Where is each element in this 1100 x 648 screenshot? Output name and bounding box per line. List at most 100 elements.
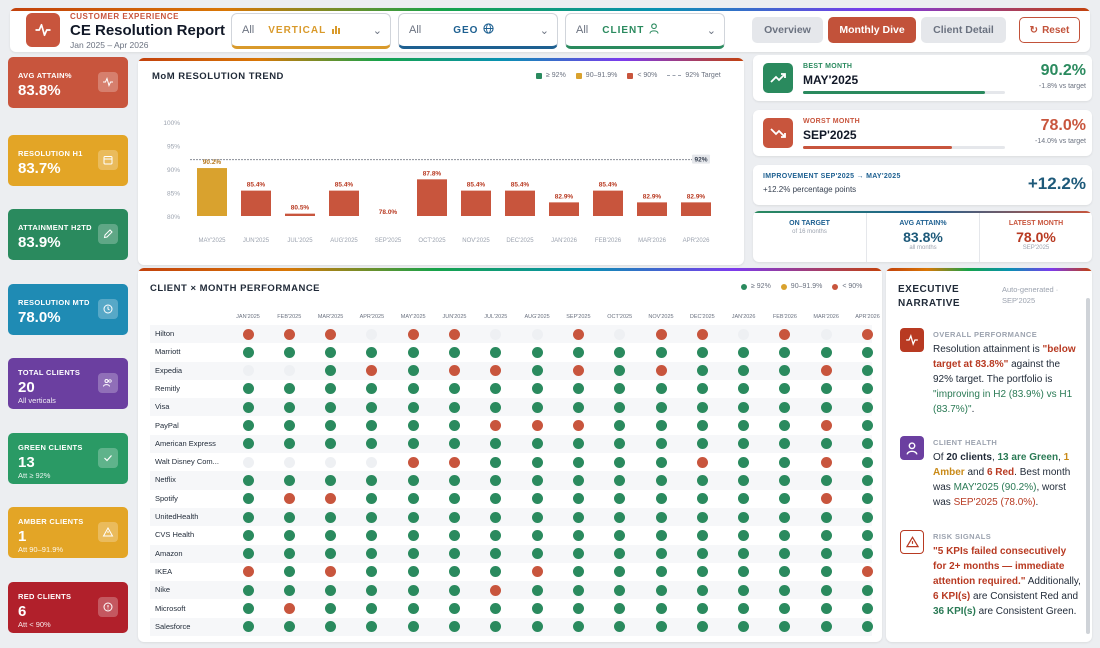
matrix-cell-dot[interactable] [490,456,502,468]
tab-monthly-dive[interactable]: Monthly Dive [828,17,916,43]
matrix-cell-dot[interactable] [490,401,502,413]
matrix-cell-dot[interactable] [572,365,584,377]
matrix-cell-dot[interactable] [779,365,791,377]
matrix-cell-dot[interactable] [655,401,667,413]
kpi-card-attainment-h2td[interactable]: ATTAINMENT H2TD 83.9% [8,209,128,260]
matrix-cell-dot[interactable] [490,365,502,377]
matrix-cell-dot[interactable] [572,493,584,505]
matrix-cell-dot[interactable] [366,511,378,523]
matrix-cell-dot[interactable] [738,566,750,578]
matrix-cell-dot[interactable] [531,548,543,560]
matrix-cell-dot[interactable] [242,401,254,413]
matrix-cell-dot[interactable] [449,383,460,395]
matrix-cell-dot[interactable] [283,365,295,377]
matrix-cell-dot[interactable] [738,493,750,505]
matrix-cell-dot[interactable] [531,401,543,413]
matrix-cell-dot[interactable] [572,603,584,614]
matrix-cell-dot[interactable] [366,584,378,596]
matrix-cell-dot[interactable] [407,328,419,340]
matrix-cell-dot[interactable] [531,529,543,541]
matrix-cell-dot[interactable] [614,511,626,523]
matrix-cell-dot[interactable] [738,456,750,468]
matrix-cell-dot[interactable] [820,566,832,578]
matrix-cell-dot[interactable] [779,346,791,358]
matrix-cell-dot[interactable] [490,346,502,358]
matrix-cell-dot[interactable] [325,474,337,486]
matrix-cell-dot[interactable] [696,621,708,633]
matrix-cell-dot[interactable] [779,548,791,560]
matrix-cell-dot[interactable] [738,383,750,395]
matrix-cell-dot[interactable] [407,401,419,413]
matrix-cell-dot[interactable] [738,548,750,560]
matrix-cell-dot[interactable] [242,346,254,358]
matrix-cell-dot[interactable] [325,566,337,578]
matrix-cell-dot[interactable] [531,346,543,358]
matrix-cell-dot[interactable] [614,365,626,377]
matrix-cell-dot[interactable] [366,548,378,560]
matrix-cell-dot[interactable] [407,584,419,596]
matrix-cell-dot[interactable] [407,420,419,431]
matrix-cell-dot[interactable] [779,474,791,486]
matrix-cell-dot[interactable] [449,584,460,596]
matrix-cell-dot[interactable] [779,584,791,596]
matrix-cell-dot[interactable] [366,328,378,340]
matrix-cell-dot[interactable] [366,383,378,395]
matrix-cell-dot[interactable] [325,365,337,377]
matrix-cell-dot[interactable] [283,621,295,633]
matrix-cell-dot[interactable] [242,365,254,377]
matrix-cell-dot[interactable] [449,474,460,486]
matrix-cell-dot[interactable] [283,529,295,541]
matrix-client-name[interactable]: Hilton [155,329,175,338]
matrix-cell-dot[interactable] [738,438,750,450]
matrix-cell-dot[interactable] [531,420,543,431]
matrix-cell-dot[interactable] [655,584,667,596]
matrix-cell-dot[interactable] [655,621,667,633]
matrix-cell-dot[interactable] [738,365,750,377]
matrix-cell-dot[interactable] [696,603,708,614]
matrix-cell-dot[interactable] [655,529,667,541]
matrix-client-name[interactable]: Expedia [155,365,183,375]
matrix-cell-dot[interactable] [242,328,254,340]
matrix-cell-dot[interactable] [655,420,667,431]
matrix-client-name[interactable]: Microsoft [155,603,186,613]
matrix-cell-dot[interactable] [655,346,667,358]
matrix-cell-dot[interactable] [696,548,708,560]
matrix-cell-dot[interactable] [490,511,502,523]
matrix-cell-dot[interactable] [490,493,502,505]
matrix-cell-dot[interactable] [655,511,667,523]
matrix-cell-dot[interactable] [531,621,543,633]
matrix-cell-dot[interactable] [862,584,873,596]
matrix-client-name[interactable]: Marriott [155,347,181,357]
matrix-cell-dot[interactable] [614,456,626,468]
matrix-cell-dot[interactable] [779,420,791,431]
matrix-cell-dot[interactable] [862,529,873,541]
matrix-client-name[interactable]: UnitedHealth [155,512,199,521]
matrix-cell-dot[interactable] [655,456,667,468]
matrix-cell-dot[interactable] [366,420,378,431]
matrix-cell-dot[interactable] [490,474,502,486]
kpi-card-total-clients[interactable]: TOTAL CLIENTS 20 All verticals [8,358,128,409]
matrix-cell-dot[interactable] [325,328,337,340]
matrix-cell-dot[interactable] [572,474,584,486]
matrix-cell-dot[interactable] [696,529,708,541]
matrix-cell-dot[interactable] [325,456,337,468]
matrix-cell-dot[interactable] [572,328,584,340]
matrix-cell-dot[interactable] [325,420,337,431]
matrix-cell-dot[interactable] [572,621,584,633]
matrix-cell-dot[interactable] [696,456,708,468]
matrix-cell-dot[interactable] [325,383,337,395]
matrix-cell-dot[interactable] [655,493,667,505]
matrix-cell-dot[interactable] [242,584,254,596]
matrix-cell-dot[interactable] [738,621,750,633]
matrix-cell-dot[interactable] [283,438,295,450]
matrix-cell-dot[interactable] [820,511,832,523]
matrix-cell-dot[interactable] [531,566,543,578]
matrix-cell-dot[interactable] [572,511,584,523]
matrix-cell-dot[interactable] [283,548,295,560]
matrix-cell-dot[interactable] [572,584,584,596]
matrix-cell-dot[interactable] [862,383,873,395]
matrix-cell-dot[interactable] [738,603,750,614]
matrix-cell-dot[interactable] [779,401,791,413]
matrix-cell-dot[interactable] [325,529,337,541]
tab-client-detail[interactable]: Client Detail [921,17,1006,43]
